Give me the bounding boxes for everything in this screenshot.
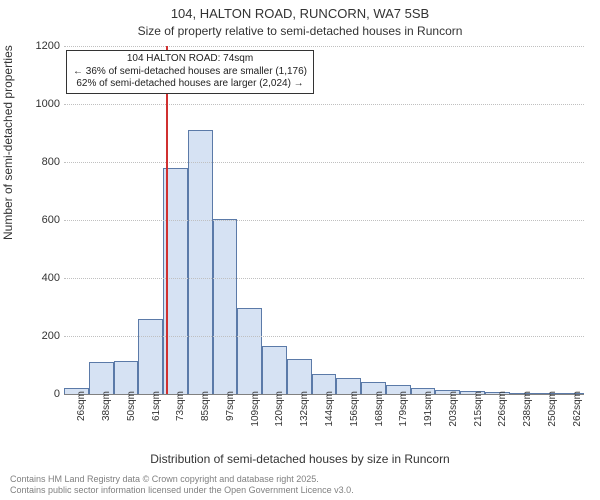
x-tick-label: 73sqm	[175, 391, 186, 421]
histogram-bar	[262, 346, 287, 394]
footer-line-1: Contains HM Land Registry data © Crown c…	[10, 474, 354, 485]
x-tick-label: 50sqm	[126, 391, 137, 421]
gridline	[64, 104, 584, 105]
gridline	[64, 278, 584, 279]
x-tick-label: 97sqm	[225, 391, 236, 421]
gridline	[64, 336, 584, 337]
x-tick-label: 144sqm	[324, 391, 335, 427]
annotation-line: ← 36% of semi-detached houses are smalle…	[73, 66, 307, 79]
x-tick-label: 226sqm	[497, 391, 508, 427]
y-tick-label: 800	[24, 156, 60, 168]
histogram-bar	[237, 308, 262, 394]
x-tick-label: 26sqm	[76, 391, 87, 421]
y-tick-label: 1200	[24, 40, 60, 52]
y-tick-label: 0	[24, 388, 60, 400]
x-tick-label: 262sqm	[572, 391, 583, 427]
x-tick-label: 120sqm	[274, 391, 285, 427]
x-tick-label: 61sqm	[151, 391, 162, 421]
plot-area: 26sqm38sqm50sqm61sqm73sqm85sqm97sqm109sq…	[64, 46, 584, 395]
y-tick-label: 1000	[24, 98, 60, 110]
x-tick-label: 109sqm	[250, 391, 261, 427]
x-tick-label: 156sqm	[349, 391, 360, 427]
histogram-bar	[114, 361, 139, 394]
annotation-line: 62% of semi-detached houses are larger (…	[73, 78, 307, 91]
y-tick-label: 400	[24, 272, 60, 284]
x-tick-label: 203sqm	[448, 391, 459, 427]
x-tick-label: 38sqm	[101, 391, 112, 421]
marker-line	[166, 46, 168, 394]
x-tick-label: 179sqm	[398, 391, 409, 427]
gridline	[64, 46, 584, 47]
histogram-bar	[287, 359, 312, 394]
y-tick-label: 600	[24, 214, 60, 226]
x-axis-label: Distribution of semi-detached houses by …	[0, 452, 600, 466]
chart-subtitle: Size of property relative to semi-detach…	[0, 24, 600, 38]
annotation-box: 104 HALTON ROAD: 74sqm← 36% of semi-deta…	[66, 50, 314, 94]
histogram-bar	[213, 219, 238, 394]
footer-text: Contains HM Land Registry data © Crown c…	[10, 474, 354, 497]
y-axis-label: Number of semi-detached properties	[1, 45, 15, 240]
x-tick-label: 250sqm	[547, 391, 558, 427]
histogram-bar	[138, 319, 163, 394]
x-tick-label: 132sqm	[299, 391, 310, 427]
gridline	[64, 220, 584, 221]
annotation-line: 104 HALTON ROAD: 74sqm	[73, 53, 307, 66]
x-tick-label: 238sqm	[522, 391, 533, 427]
x-tick-label: 191sqm	[423, 391, 434, 427]
gridline	[64, 162, 584, 163]
footer-line-2: Contains public sector information licen…	[10, 485, 354, 496]
y-tick-label: 200	[24, 330, 60, 342]
x-tick-label: 168sqm	[374, 391, 385, 427]
x-tick-label: 85sqm	[200, 391, 211, 421]
histogram-bar	[188, 130, 213, 394]
chart-container: 104, HALTON ROAD, RUNCORN, WA7 5SB Size …	[0, 0, 600, 500]
x-tick-label: 215sqm	[473, 391, 484, 427]
chart-title: 104, HALTON ROAD, RUNCORN, WA7 5SB	[0, 6, 600, 21]
histogram-bar	[89, 362, 114, 394]
